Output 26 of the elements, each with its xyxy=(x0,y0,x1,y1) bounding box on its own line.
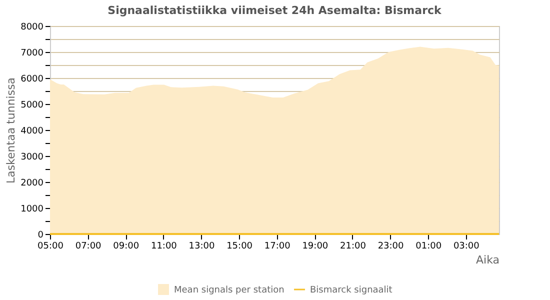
x-tick-label: 11:00 xyxy=(150,242,178,252)
y-tick-label: 0 xyxy=(38,230,44,240)
x-tick-label: 21:00 xyxy=(340,242,366,252)
y-tick-label: 6000 xyxy=(20,74,44,84)
y-tick-label: 5000 xyxy=(20,100,44,110)
y-tick-label: 7000 xyxy=(20,48,44,58)
x-tick-label: 01:00 xyxy=(416,242,442,252)
x-axis-title: Aika xyxy=(476,254,500,266)
y-tick-label: 8000 xyxy=(20,22,44,32)
legend-label: Bismarck signaalit xyxy=(310,286,393,296)
x-tick-label: 15:00 xyxy=(226,242,253,252)
x-tick-label: 03:00 xyxy=(453,242,480,252)
x-tick-label: 19:00 xyxy=(302,242,328,252)
x-tick-label: 09:00 xyxy=(113,242,140,252)
y-tick-label: 2000 xyxy=(20,178,44,188)
y-tick-label: 1000 xyxy=(20,204,44,214)
y-tick-label: 4000 xyxy=(20,126,44,136)
y-tick-label: 3000 xyxy=(20,152,44,162)
x-tick-label: 23:00 xyxy=(378,242,404,252)
legend-label: Mean signals per station xyxy=(174,286,284,296)
y-axis-title: Laskentaa tunnissa xyxy=(4,77,18,184)
x-tick-label: 05:00 xyxy=(38,242,64,252)
chart-title: Signaalistatistiikka viimeiset 24h Asemalta: Bismarck xyxy=(108,4,442,17)
x-tick-label: 07:00 xyxy=(75,242,102,252)
x-tick-label: 17:00 xyxy=(264,242,291,252)
x-tick-label: 13:00 xyxy=(188,242,215,252)
